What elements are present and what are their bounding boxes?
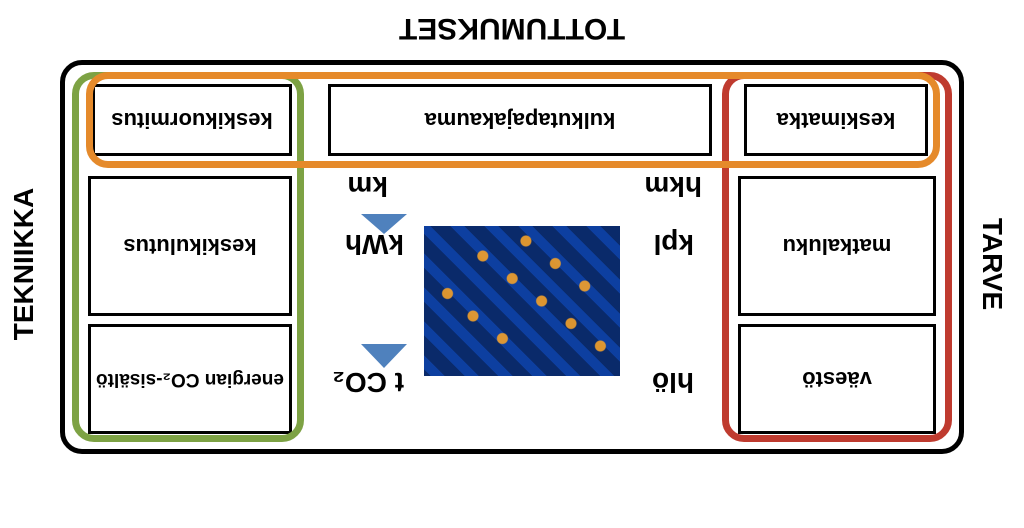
flow-label-hkm: hkm [644, 170, 702, 202]
side-label-left: TARVE [968, 0, 1016, 528]
side-label-right: TEKNIIKKA [0, 0, 54, 528]
flow-label-kpl: kpl [654, 228, 694, 260]
side-label-bottom: TOTTUMUKSET [0, 4, 1024, 52]
flow-label-hlo: hlö [652, 366, 694, 398]
flow-label-tco2: t CO₂ [332, 366, 404, 398]
flow-label-kwh: kWh [345, 228, 404, 260]
frame-orange [86, 72, 940, 168]
flow-label-km: km [348, 170, 388, 202]
circuit-board-image [422, 224, 622, 378]
